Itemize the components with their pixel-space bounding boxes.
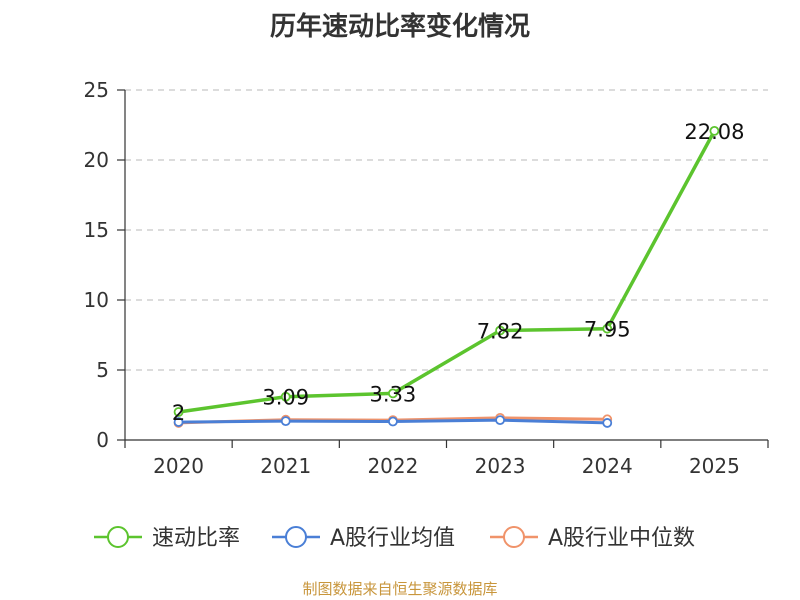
x-tick-label: 2022 <box>367 454 418 478</box>
y-tick-label: 10 <box>84 288 109 312</box>
chart-title: 历年速动比率变化情况 <box>269 12 530 42</box>
series-line <box>178 130 716 414</box>
y-tick-label: 20 <box>84 148 109 172</box>
x-tick-label: 2021 <box>260 454 311 478</box>
legend-label: A股行业中位数 <box>548 526 695 551</box>
data-point <box>388 416 398 427</box>
data-point <box>709 125 720 136</box>
data-point <box>280 416 291 427</box>
x-tick-label: 2023 <box>475 454 526 478</box>
data-label: 2 <box>172 401 185 425</box>
data-point <box>388 388 398 399</box>
x-tick-label: 2025 <box>689 454 740 478</box>
y-tick-label: 15 <box>84 218 109 242</box>
legend-label: 速动比率 <box>152 526 240 551</box>
data-point <box>173 417 184 427</box>
grid-lines <box>125 89 768 371</box>
legend-label: A股行业均值 <box>330 526 455 551</box>
data-point <box>495 415 505 426</box>
y-tick-label: 25 <box>84 78 109 102</box>
data-label: 3.09 <box>262 386 309 410</box>
data-label: 3.33 <box>370 382 417 406</box>
data-point <box>280 391 291 402</box>
data-point <box>602 418 613 428</box>
series-layer <box>173 125 720 428</box>
legend-marker-icon <box>107 526 129 548</box>
legend: 速动比率 A股行业均值 A股行业中位数 <box>94 526 695 551</box>
legend-marker-icon <box>503 526 525 548</box>
data-label: 22.08 <box>684 120 744 144</box>
data-point <box>173 407 184 417</box>
x-tick-label: 2020 <box>153 454 204 478</box>
data-point <box>602 323 613 334</box>
data-label: 7.82 <box>477 320 524 344</box>
data-label: 7.95 <box>584 318 631 342</box>
data-labels: 2 3.09 3.33 7.82 7.95 22.08 <box>172 120 745 425</box>
source-note: 制图数据来自恒生聚源数据库 <box>302 580 498 598</box>
y-tick-label: 0 <box>96 428 109 452</box>
data-point <box>495 325 505 336</box>
x-tick-label: 2024 <box>582 454 633 478</box>
y-tick-label: 5 <box>96 358 109 382</box>
legend-marker-icon <box>285 526 307 548</box>
